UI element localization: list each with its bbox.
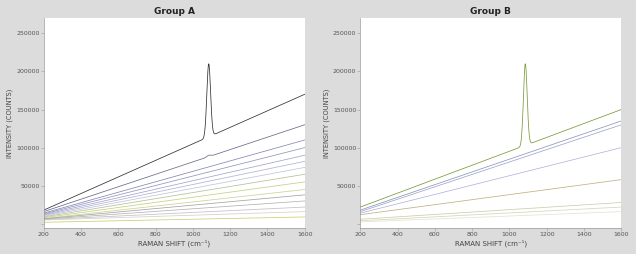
Y-axis label: INTENSITY (COUNTS): INTENSITY (COUNTS) xyxy=(7,88,13,157)
Title: Group A: Group A xyxy=(154,7,195,16)
X-axis label: RAMAN SHIFT (cm⁻¹): RAMAN SHIFT (cm⁻¹) xyxy=(138,240,211,247)
Y-axis label: INTENSITY (COUNTS): INTENSITY (COUNTS) xyxy=(324,88,330,157)
Title: Group B: Group B xyxy=(471,7,511,16)
X-axis label: RAMAN SHIFT (cm⁻¹): RAMAN SHIFT (cm⁻¹) xyxy=(455,240,527,247)
